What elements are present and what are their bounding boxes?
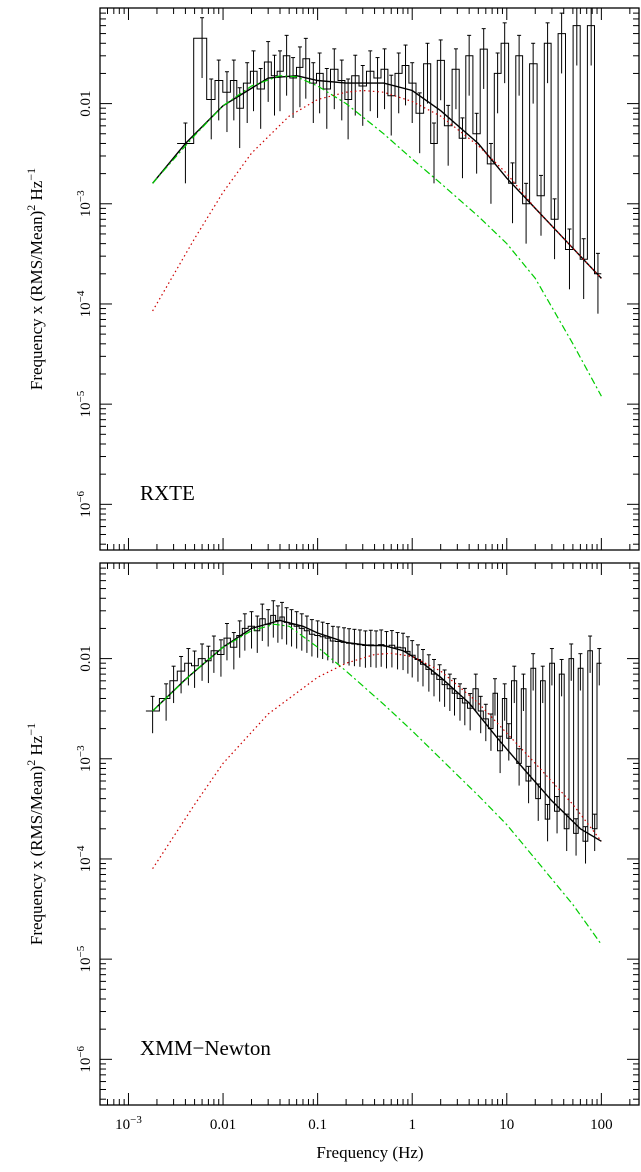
x-tick-label: 0.01 [210,1117,236,1133]
y-tick-label: 10−4 [75,290,94,317]
xmm-newton-axis-ticks [99,562,639,1105]
y-tick-label: 0.01 [78,90,94,116]
rxte-model-curves [152,74,602,397]
data-histogram-line [145,614,602,842]
xmm-newton-panel: 0.01 10−3 10−4 10−5 10−6 10−3 0.01 0.1 1 10 100 X… [24,562,640,1162]
y-tick-label: 10−5 [75,945,94,972]
y-tick-label: 10−3 [75,745,94,772]
x-axis-title: Frequency (Hz) [316,1143,423,1162]
rxte-axis-ticks [99,7,639,550]
x-tick-label: 10 [499,1117,514,1133]
xmm-newton-plot-frame [99,562,640,1106]
xmm-newton-panel-label: XMM−Newton [140,1036,271,1060]
high-frequency-component-curve [152,652,602,870]
data-histogram-line [177,25,602,275]
rxte-y-axis-title: Frequency x (RMS/Mean)2 Hz−1 [24,168,46,390]
rxte-data-histogram [177,7,602,314]
y-tick-label: 0.01 [78,645,94,671]
xmm-newton-y-axis-title: Frequency x (RMS/Mean)2 Hz−1 [24,723,46,945]
rxte-panel: 0.01 10−3 10−4 10−5 10−6 RXTE Frequency x (R… [24,7,640,551]
low-frequency-component-curve [152,623,602,945]
x-tick-labels: 10−3 0.01 0.1 1 10 100 [115,1114,613,1133]
y-tick-label: 10−6 [75,490,94,517]
y-tick-label: 10−4 [75,845,94,872]
xmm-newton-model-curves [152,619,602,945]
total-model-curve [152,74,602,279]
xmm-newton-data-histogram [145,600,602,864]
rxte-panel-label: RXTE [140,481,195,505]
x-tick-label: 100 [590,1117,613,1133]
y-tick-label: 10−5 [75,390,94,417]
x-tick-label: 0.1 [308,1117,327,1133]
high-frequency-component-curve [152,89,602,312]
xmm-newton-y-tick-labels: 0.01 10−3 10−4 10−5 10−6 [75,645,94,1072]
total-model-curve [152,619,602,842]
rxte-y-tick-labels: 0.01 10−3 10−4 10−5 10−6 [75,90,94,517]
x-tick-label: 10−3 [115,1114,142,1133]
y-tick-label: 10−6 [75,1045,94,1072]
x-tick-label: 1 [408,1117,416,1133]
y-tick-label: 10−3 [75,190,94,217]
low-frequency-component-curve [152,75,602,397]
rxte-plot-frame [99,7,640,551]
